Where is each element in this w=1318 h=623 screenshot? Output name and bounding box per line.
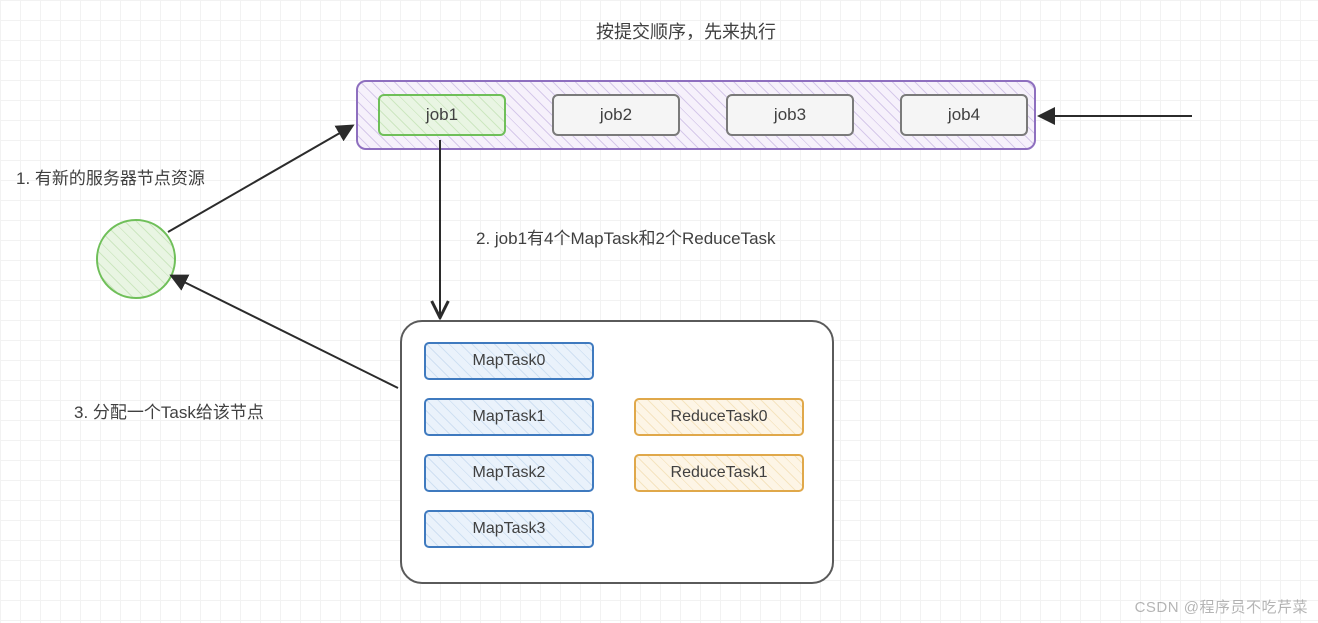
- arrow-node-to-queue: [168, 126, 352, 232]
- arrows-layer: [0, 0, 1318, 623]
- arrow-tasks-to-node: [172, 276, 398, 388]
- watermark: CSDN @程序员不吃芹菜: [1135, 596, 1308, 617]
